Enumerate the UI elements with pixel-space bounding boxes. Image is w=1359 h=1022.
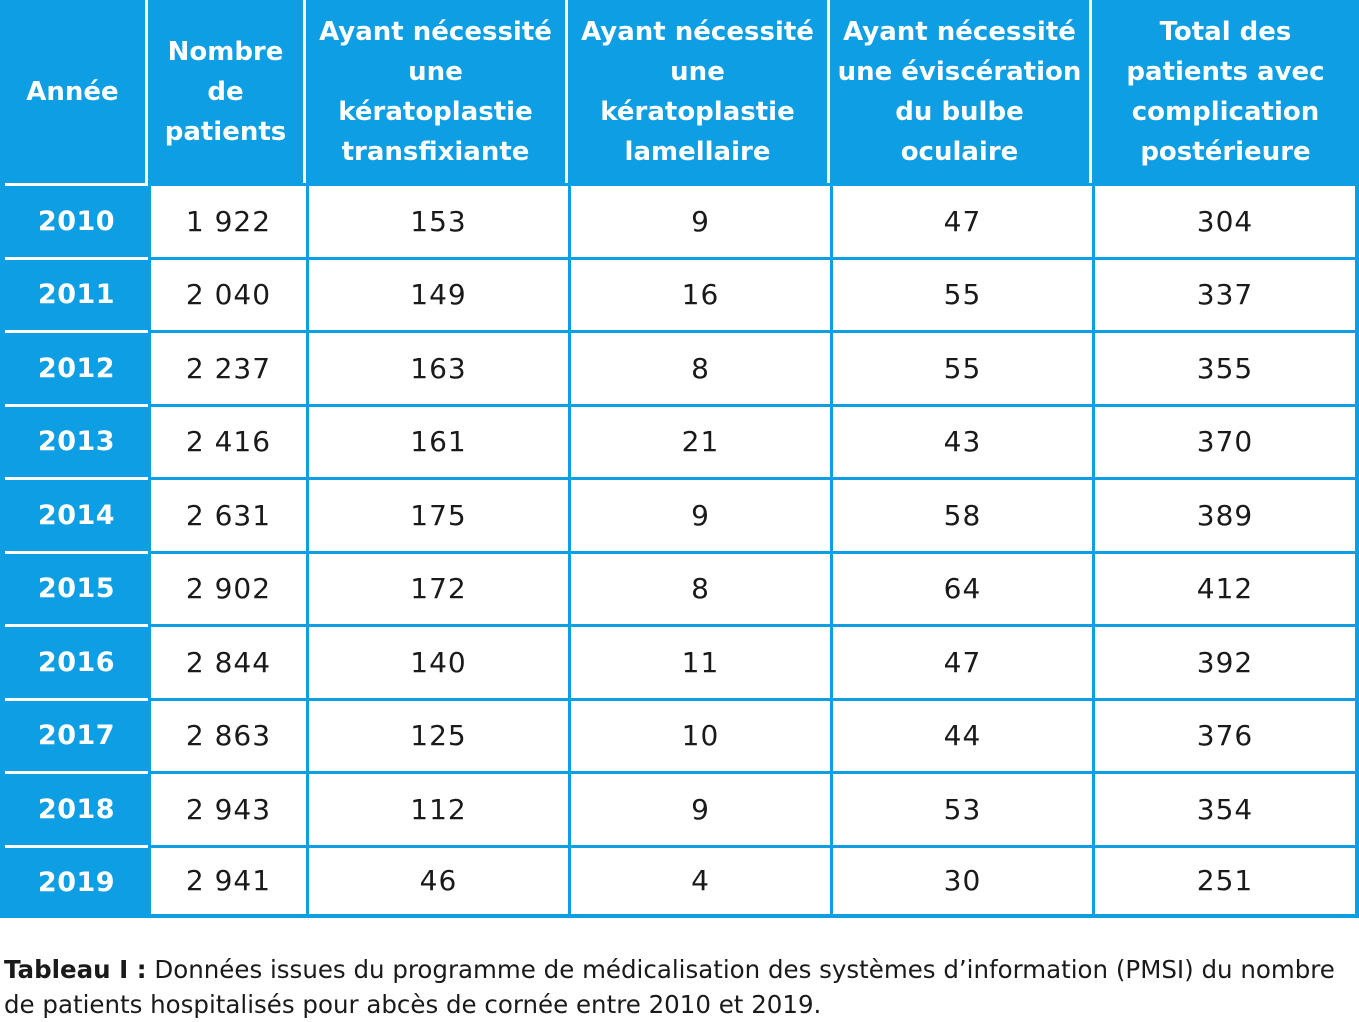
table-row-year: 2019 xyxy=(5,844,148,919)
table-row-year: 2013 xyxy=(5,403,148,478)
table-row-year: 2012 xyxy=(5,330,148,404)
table-cell-lamellaire: 9 xyxy=(568,771,830,845)
table-row-year: 2010 xyxy=(5,183,148,257)
table-cell-transfixiante: 172 xyxy=(306,550,568,624)
table-cell-lamellaire: 11 xyxy=(568,624,830,698)
table-cell-total: 337 xyxy=(1092,256,1359,330)
table-cell-evisceration: 43 xyxy=(830,403,1092,477)
caption-label: Tableau I : xyxy=(4,955,147,984)
table-cell-nombre-patients: 2 863 xyxy=(148,697,306,771)
table-cell-evisceration: 55 xyxy=(830,330,1092,404)
table-cell-lamellaire: 16 xyxy=(568,256,830,330)
table-cell-nombre-patients: 2 844 xyxy=(148,624,306,698)
table-cell-total: 412 xyxy=(1092,550,1359,624)
header-keratoplastie-transfixiante: Ayant nécessité une kératoplastie transf… xyxy=(306,0,568,183)
table-cell-nombre-patients: 1 922 xyxy=(148,183,306,257)
table-row-year: 2014 xyxy=(5,477,148,551)
table-row-year: 2015 xyxy=(5,550,148,625)
table-cell-transfixiante: 140 xyxy=(306,624,568,698)
table-cell-nombre-patients: 2 941 xyxy=(148,844,306,918)
table-cell-nombre-patients: 2 943 xyxy=(148,771,306,845)
table-cell-transfixiante: 161 xyxy=(306,403,568,477)
table-cell-total: 389 xyxy=(1092,477,1359,551)
table-row-year: 2011 xyxy=(5,256,148,331)
table-cell-evisceration: 44 xyxy=(830,697,1092,771)
header-annee: Année xyxy=(0,0,148,183)
table-cell-total: 392 xyxy=(1092,624,1359,698)
table-cell-total: 251 xyxy=(1092,844,1359,918)
table-cell-lamellaire: 8 xyxy=(568,550,830,624)
table-cell-evisceration: 53 xyxy=(830,771,1092,845)
table-row-year: 2018 xyxy=(5,771,148,845)
table-cell-evisceration: 64 xyxy=(830,550,1092,624)
table-cell-total: 376 xyxy=(1092,697,1359,771)
table-cell-transfixiante: 149 xyxy=(306,256,568,330)
table-cell-lamellaire: 9 xyxy=(568,183,830,257)
table-cell-transfixiante: 112 xyxy=(306,771,568,845)
header-evisceration: Ayant nécessité une éviscération du bulb… xyxy=(830,0,1092,183)
table-row-year: 2016 xyxy=(5,624,148,698)
table-cell-lamellaire: 4 xyxy=(568,844,830,918)
table-cell-nombre-patients: 2 416 xyxy=(148,403,306,477)
table-cell-evisceration: 55 xyxy=(830,256,1092,330)
table-cell-transfixiante: 163 xyxy=(306,330,568,404)
table-cell-lamellaire: 8 xyxy=(568,330,830,404)
table-cell-total: 304 xyxy=(1092,183,1359,257)
table-cell-nombre-patients: 2 237 xyxy=(148,330,306,404)
table-cell-transfixiante: 125 xyxy=(306,697,568,771)
table-cell-evisceration: 47 xyxy=(830,624,1092,698)
table-cell-transfixiante: 175 xyxy=(306,477,568,551)
table-cell-transfixiante: 46 xyxy=(306,844,568,918)
table-cell-total: 355 xyxy=(1092,330,1359,404)
header-nombre-patients: Nombre de patients xyxy=(148,0,306,183)
table-row-year: 2017 xyxy=(5,697,148,772)
table-cell-evisceration: 30 xyxy=(830,844,1092,918)
table-cell-nombre-patients: 2 631 xyxy=(148,477,306,551)
table-cell-transfixiante: 153 xyxy=(306,183,568,257)
header-total-complication: Total des patients avec complication pos… xyxy=(1126,16,1325,167)
table-cell-lamellaire: 21 xyxy=(568,403,830,477)
table-cell-evisceration: 47 xyxy=(830,183,1092,257)
table-cell-lamellaire: 9 xyxy=(568,477,830,551)
table-cell-nombre-patients: 2 902 xyxy=(148,550,306,624)
table-cell-total: 354 xyxy=(1092,771,1359,845)
table-cell-nombre-patients: 2 040 xyxy=(148,256,306,330)
data-table: Année Nombre de patients Ayant nécessité… xyxy=(0,0,1359,918)
table-cell-evisceration: 58 xyxy=(830,477,1092,551)
caption-text: Données issues du programme de médicalis… xyxy=(4,955,1335,1019)
table-caption: Tableau I : Données issues du programme … xyxy=(4,952,1359,1022)
header-keratoplastie-lamellaire: Ayant nécessité une kératoplastie lamell… xyxy=(568,0,830,183)
table-cell-lamellaire: 10 xyxy=(568,697,830,771)
table-cell-total: 370 xyxy=(1092,403,1359,477)
